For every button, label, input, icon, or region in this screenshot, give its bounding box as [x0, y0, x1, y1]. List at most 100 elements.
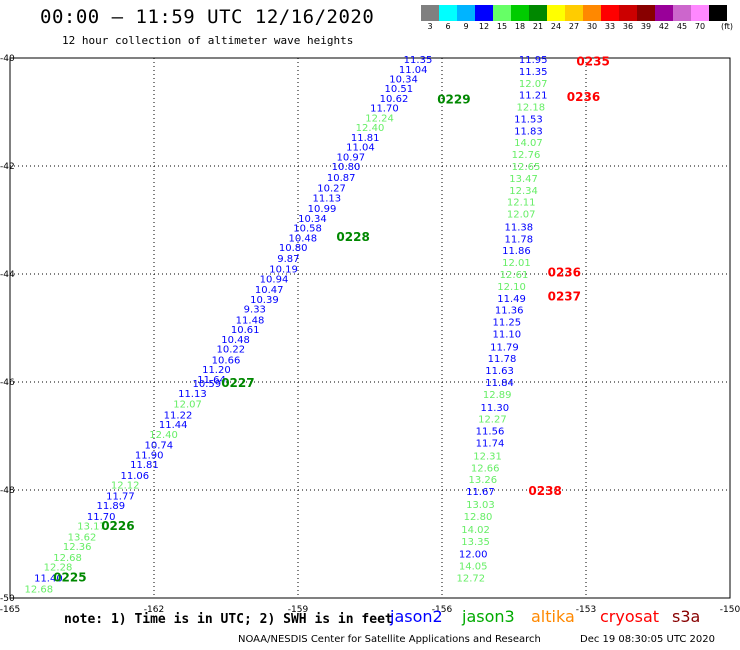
swh-value: 13.62 [68, 532, 97, 543]
time-label: 0225 [53, 570, 86, 584]
swh-value: 10.19 [269, 265, 298, 276]
swh-value: 11.36 [495, 306, 524, 317]
swh-value: 11.20 [202, 365, 231, 376]
x-tick-label: -159 [288, 605, 309, 615]
swh-value: 12.28 [44, 563, 73, 574]
legend-swatch-3 [475, 5, 493, 21]
legend-label-14: 45 [676, 22, 688, 31]
swh-value: 9.33 [244, 305, 266, 316]
swh-value: 11.70 [87, 512, 116, 523]
legend-swatch-10 [601, 5, 619, 21]
swh-value: 12.34 [509, 186, 538, 197]
swh-value: 11.22 [164, 410, 193, 421]
swh-value: 10.48 [221, 335, 250, 346]
legend-label-8: 27 [568, 22, 580, 31]
y-tick-label: -50 [0, 594, 15, 604]
swh-value: 11.25 [492, 318, 521, 329]
swh-value: 11.78 [504, 234, 533, 245]
page-title: 00:00 – 11:59 UTC 12/16/2020 [40, 6, 375, 28]
swh-value: 11.70 [370, 104, 399, 115]
swh-value: 10.27 [317, 184, 346, 195]
swh-value: 11.81 [130, 460, 159, 471]
swh-value: 10.66 [212, 355, 241, 366]
swh-value: 11.35 [404, 55, 433, 66]
legend-label-10: 33 [604, 22, 616, 31]
swh-value: 12.18 [516, 103, 545, 114]
satellite-s3a: s3a [672, 607, 701, 626]
swh-value: 11.90 [135, 450, 164, 461]
swh-value: 11.48 [236, 315, 265, 326]
swh-value: 12.40 [356, 123, 385, 134]
swh-value: 11.53 [514, 114, 543, 125]
x-tick-label: -162 [144, 605, 164, 615]
time-label: 0236 [548, 265, 581, 279]
swh-value: 14.07 [514, 138, 543, 149]
swh-value: 12.72 [456, 573, 485, 584]
swh-value: 11.64 [197, 375, 226, 386]
swh-value: 10.34 [389, 75, 418, 86]
swh-value: 12.11 [507, 198, 536, 209]
legend-label-15: 70 [694, 22, 706, 31]
satellite-cryosat: cryosat [600, 607, 660, 626]
swh-value: 10.80 [332, 162, 361, 173]
time-label: 0235 [576, 55, 609, 69]
swh-value: 12.24 [365, 113, 394, 124]
plot-frame [9, 57, 731, 599]
swh-value: 10.59 [192, 379, 221, 390]
swh-value: 10.34 [298, 214, 327, 225]
swh-value: 13.26 [468, 475, 497, 486]
swh-value: 11.74 [476, 438, 505, 449]
swh-value: 10.51 [384, 84, 413, 95]
x-tick-label: -150 [720, 605, 740, 615]
legend-label-4: 15 [496, 22, 508, 31]
legend-label-9: 30 [586, 22, 598, 31]
swh-value: 12.31 [473, 451, 502, 462]
swh-value: 11.56 [476, 427, 505, 438]
swh-value: 12.01 [502, 258, 531, 269]
swh-value: 9.87 [277, 254, 299, 265]
swh-value: 11.13 [312, 193, 341, 204]
swh-value: 11.10 [492, 329, 521, 340]
credit-text: NOAA/NESDIS Center for Satellite Applica… [238, 634, 541, 645]
time-label: 0228 [336, 230, 369, 244]
swh-value: 12.10 [497, 282, 526, 293]
swh-value: 11.81 [351, 133, 380, 144]
y-tick-label: -44 [0, 270, 15, 280]
swh-value: 10.97 [336, 152, 365, 163]
swh-value: 12.07 [173, 400, 202, 411]
swh-value: 12.36 [63, 542, 92, 553]
swh-value: 11.04 [399, 65, 428, 76]
swh-value: 13.17 [77, 522, 106, 533]
time-label: 0226 [101, 519, 134, 533]
y-tick-label: -42 [0, 162, 15, 172]
swh-value: 12.68 [53, 553, 82, 564]
swh-value: 11.38 [504, 222, 533, 233]
legend-label-3: 12 [478, 22, 490, 31]
legend-label-7: 24 [550, 22, 562, 31]
x-tick-label: -156 [432, 605, 453, 615]
legend-label-12: 39 [640, 22, 652, 31]
satellite-jason2: jason2 [390, 607, 443, 626]
generated-date: Dec 19 08:30:05 UTC 2020 [580, 634, 715, 645]
swh-value: 12.00 [459, 550, 488, 561]
legend-label-2: 9 [463, 22, 469, 31]
swh-value: 10.47 [255, 285, 284, 296]
legend-swatch-11 [619, 5, 637, 21]
satellite-jason3: jason3 [462, 607, 515, 626]
swh-value: 12.66 [471, 463, 500, 474]
legend-swatch-0 [421, 5, 439, 21]
swh-value: 11.04 [346, 143, 375, 154]
swh-value: 11.13 [178, 389, 207, 400]
legend-swatch-8 [565, 5, 583, 21]
swh-value: 12.07 [519, 79, 548, 90]
y-tick-label: -46 [0, 378, 15, 388]
legend-label-0: 3 [427, 22, 433, 31]
swh-value: 13.47 [509, 174, 538, 185]
swh-value: 11.21 [519, 91, 548, 102]
swh-value: 11.30 [480, 403, 509, 414]
swh-value: 11.44 [159, 420, 188, 431]
swh-value: 12.61 [500, 270, 529, 281]
swh-value: 10.48 [288, 233, 317, 244]
legend-unit: (ft) [720, 22, 734, 31]
swh-value: 10.94 [260, 274, 289, 285]
